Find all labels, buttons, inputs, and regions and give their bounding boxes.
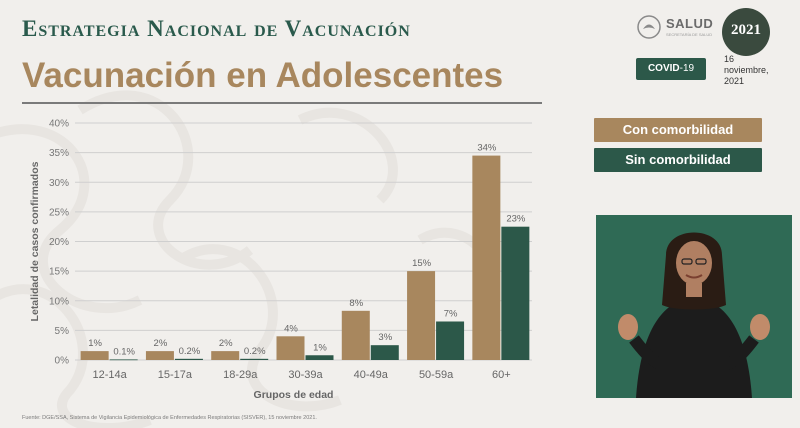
x-axis-title: Grupos de edad — [254, 389, 334, 401]
data-label: 1% — [88, 338, 102, 349]
y-tick-label: 25% — [49, 207, 69, 218]
x-tick-label: 30-39a — [288, 369, 323, 381]
date-text: 16 noviembre, 2021 — [724, 54, 769, 87]
bar-con-comorbilidad — [211, 351, 240, 360]
legend-con-comorbilidad: Con comorbilidad — [594, 118, 762, 142]
data-label: 15% — [412, 258, 432, 269]
data-label: 34% — [477, 143, 497, 154]
y-tick-label: 20% — [49, 237, 69, 248]
page-title: Vacunación en Adolescentes — [22, 56, 504, 95]
interpreter-figure-icon — [618, 232, 770, 398]
data-label: 8% — [349, 298, 363, 309]
bar-con-comorbilidad — [472, 155, 501, 360]
eagle-emblem-icon — [637, 15, 661, 39]
covid-badge-suffix: -19 — [679, 63, 695, 74]
header-title: Estrategia Nacional de Vacunación — [22, 16, 411, 41]
salud-sub-label: SECRETARÍA DE SALUD — [666, 32, 713, 37]
bar-sin-comorbilidad — [436, 321, 465, 360]
x-tick-label: 15-17a — [158, 369, 193, 381]
y-tick-label: 30% — [49, 178, 69, 189]
data-label: 0.1% — [113, 346, 135, 357]
y-tick-label: 0% — [55, 356, 70, 367]
y-tick-label: 15% — [49, 267, 69, 278]
bar-sin-comorbilidad — [501, 226, 530, 360]
data-label: 3% — [378, 332, 392, 343]
date-line-2: noviembre, — [724, 65, 769, 75]
bar-con-comorbilidad — [80, 351, 109, 360]
x-tick-label: 12-14a — [93, 369, 128, 381]
salud-logo: SALUD SECRETARÍA DE SALUD 2021 — [632, 8, 792, 56]
title-divider — [22, 102, 542, 104]
y-tick-label: 35% — [49, 148, 69, 159]
y-axis-title: Letalidad de casos confirmados — [29, 161, 41, 321]
bar-con-comorbilidad — [145, 351, 174, 360]
x-tick-label: 18-29a — [223, 369, 258, 381]
year-seal-logo: 2021 — [722, 8, 770, 56]
covid-badge: COVID-19 — [636, 58, 706, 80]
data-label: 23% — [506, 214, 526, 225]
data-label: 1% — [313, 342, 327, 353]
data-label: 7% — [444, 308, 458, 319]
source-note: Fuente: DGE/SSA, Sistema de Vigilancia E… — [22, 415, 317, 421]
bar-con-comorbilidad — [341, 310, 370, 360]
salud-label: SALUD — [666, 16, 714, 31]
data-label: 2% — [219, 338, 233, 349]
y-tick-label: 5% — [55, 326, 70, 337]
date-line-1: 16 — [724, 54, 735, 64]
bar-sin-comorbilidad — [370, 345, 399, 360]
y-tick-label: 10% — [49, 296, 69, 307]
data-label: 4% — [284, 323, 298, 334]
legend-sin-comorbilidad: Sin comorbilidad — [594, 148, 762, 172]
year-seal-text: 2021 — [731, 22, 761, 38]
data-label: 0.2% — [244, 346, 266, 357]
date-line-3: 2021 — [724, 76, 745, 86]
x-tick-label: 40-49a — [354, 369, 389, 381]
bar-sin-comorbilidad — [109, 359, 138, 361]
bar-sin-comorbilidad — [174, 358, 203, 360]
x-tick-label: 60+ — [492, 369, 511, 381]
bar-sin-comorbilidad — [240, 358, 269, 360]
bar-sin-comorbilidad — [305, 355, 334, 360]
data-label: 2% — [154, 338, 168, 349]
x-tick-label: 50-59a — [419, 369, 454, 381]
sign-language-video — [596, 215, 792, 398]
y-tick-label: 40% — [49, 119, 69, 130]
covid-badge-prefix: COVID — [647, 63, 680, 74]
bar-con-comorbilidad — [407, 271, 436, 360]
bar-con-comorbilidad — [276, 336, 305, 360]
bar-chart: 0% 5% 10% 15% 20% 25% 30% 35% 40% Letalidad de ca… — [29, 119, 532, 401]
data-label: 0.2% — [179, 346, 201, 357]
